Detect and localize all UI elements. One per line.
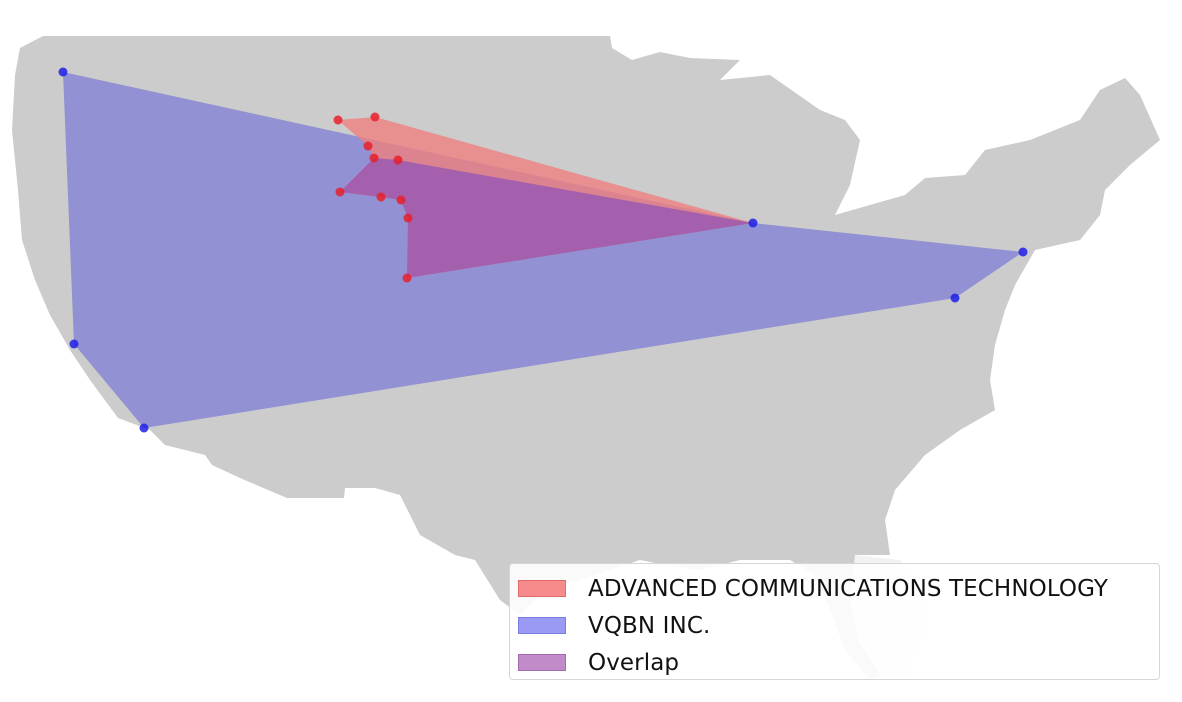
act-location-point-3 (363, 141, 373, 151)
act-location-point-6 (335, 187, 345, 197)
map-legend: ADVANCED COMMUNICATIONS TECHNOLOGY VQBN … (509, 563, 1160, 680)
legend-label-vqbn: VQBN INC. (588, 612, 711, 639)
vqbn-location-point-2 (69, 339, 79, 349)
act-location-point-4 (369, 153, 379, 163)
legend-swatch-vqbn (518, 617, 566, 634)
legend-item-overlap: Overlap (518, 644, 1151, 681)
legend-item-act: ADVANCED COMMUNICATIONS TECHNOLOGY (518, 570, 1151, 607)
act-location-point-1 (333, 115, 343, 125)
vqbn-location-point-5 (950, 293, 960, 303)
act-locations (333, 112, 413, 283)
act-location-point-5 (393, 155, 403, 165)
act-location-point-9 (403, 213, 413, 223)
legend-swatch-act (518, 580, 566, 597)
coverage-areas (63, 72, 1023, 428)
act-location-point-8 (396, 195, 406, 205)
act-location-point-10 (402, 273, 412, 283)
legend-label-act: ADVANCED COMMUNICATIONS TECHNOLOGY (588, 575, 1109, 602)
act-location-point-2 (370, 112, 380, 122)
overlap-area (340, 158, 753, 278)
legend-swatch-overlap (518, 654, 566, 671)
vqbn-location-point-3 (139, 423, 149, 433)
vqbn-location-point-1 (58, 67, 68, 77)
legend-label-overlap: Overlap (588, 649, 680, 676)
vqbn-location-point-4 (748, 218, 758, 228)
legend-item-vqbn: VQBN INC. (518, 607, 1151, 644)
act-location-point-7 (376, 192, 386, 202)
vqbn-location-point-6 (1018, 247, 1028, 257)
vqbn-locations (58, 67, 1028, 433)
